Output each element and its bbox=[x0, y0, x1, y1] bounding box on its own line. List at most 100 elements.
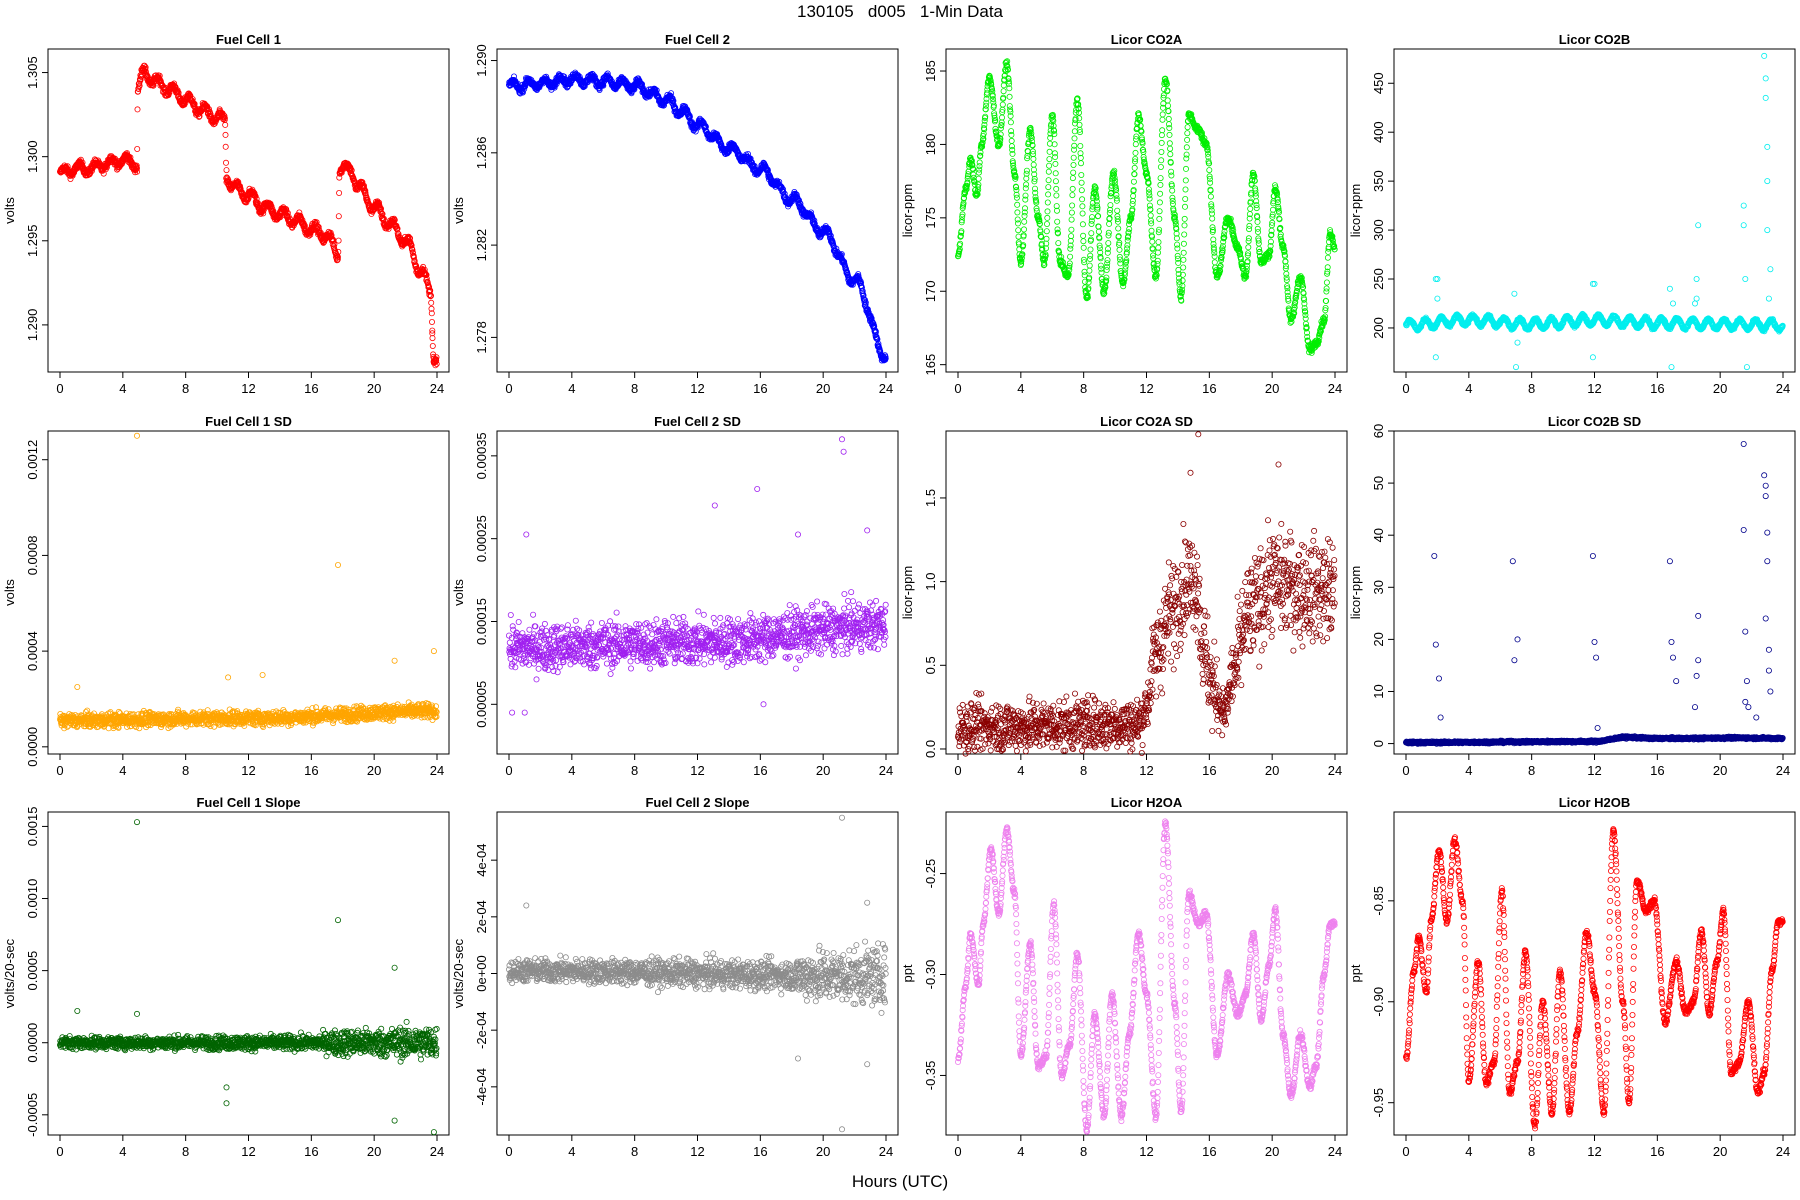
y-tick-label: 185 bbox=[923, 60, 938, 82]
data-point bbox=[1089, 214, 1096, 221]
data-point bbox=[1015, 220, 1022, 227]
x-tick-label: 0 bbox=[505, 381, 512, 396]
x-tick-label: 8 bbox=[182, 381, 189, 396]
y-tick-label: 1.278 bbox=[474, 321, 489, 354]
data-point bbox=[1157, 163, 1164, 170]
data-point bbox=[174, 89, 181, 96]
data-point bbox=[1080, 238, 1087, 245]
data-point bbox=[79, 159, 86, 166]
data-point bbox=[1131, 164, 1138, 171]
data-point bbox=[1077, 142, 1084, 149]
data-point bbox=[1246, 222, 1253, 229]
data-point bbox=[1159, 111, 1166, 118]
series-co2a bbox=[955, 58, 1338, 356]
data-point bbox=[1078, 187, 1085, 194]
data-point bbox=[1207, 179, 1214, 186]
data-point bbox=[1069, 185, 1076, 192]
data-point bbox=[429, 342, 436, 349]
x-tick-label: 4 bbox=[568, 381, 575, 396]
panel-title: Fuel Cell 2 bbox=[665, 32, 730, 47]
data-point bbox=[1052, 160, 1059, 167]
data-point bbox=[1206, 167, 1213, 174]
y-tick-label: 250 bbox=[1371, 268, 1386, 290]
data-point bbox=[1149, 238, 1156, 245]
data-point bbox=[175, 89, 182, 96]
series-fc2 bbox=[505, 69, 889, 364]
y-axis-label: licor-ppm bbox=[900, 184, 915, 237]
data-point bbox=[1154, 257, 1161, 264]
data-point bbox=[222, 131, 229, 138]
data-point bbox=[1182, 195, 1189, 202]
data-point bbox=[1086, 267, 1093, 274]
data-point bbox=[428, 318, 435, 325]
data-point bbox=[133, 165, 140, 172]
page-title: 130105 d005 1-Min Data bbox=[796, 2, 1004, 21]
data-point bbox=[1069, 192, 1076, 199]
data-point bbox=[1087, 252, 1094, 259]
y-tick-label: 400 bbox=[1371, 121, 1386, 143]
data-point bbox=[1324, 254, 1331, 261]
data-point bbox=[1184, 130, 1191, 137]
data-point bbox=[1126, 226, 1133, 233]
data-point bbox=[1180, 249, 1187, 256]
data-point bbox=[1080, 244, 1087, 251]
data-point bbox=[1043, 228, 1050, 235]
data-point bbox=[1044, 214, 1051, 221]
data-point bbox=[1255, 228, 1262, 235]
plot-frame bbox=[496, 48, 899, 373]
x-tick-label: 0 bbox=[954, 381, 961, 396]
x-tick-label: 12 bbox=[241, 381, 255, 396]
x-tick-label: 8 bbox=[631, 381, 638, 396]
plot-frame bbox=[47, 48, 450, 373]
x-tick-label: 8 bbox=[1080, 381, 1087, 396]
data-point bbox=[1124, 242, 1131, 249]
data-point bbox=[1180, 264, 1187, 271]
series-fc1 bbox=[57, 62, 440, 369]
data-point bbox=[1053, 185, 1060, 192]
data-point bbox=[1067, 253, 1074, 260]
x-tick-label: 24 bbox=[430, 381, 444, 396]
x-tick-label: 24 bbox=[1328, 381, 1342, 396]
x-tick-label: 24 bbox=[879, 381, 893, 396]
data-point bbox=[133, 162, 140, 169]
data-point bbox=[1054, 218, 1061, 225]
data-point bbox=[1155, 249, 1162, 256]
x-tick-label: 8 bbox=[1528, 381, 1535, 396]
data-point bbox=[1129, 197, 1136, 204]
data-point bbox=[1105, 245, 1112, 252]
data-point bbox=[1245, 244, 1252, 251]
data-point bbox=[1302, 315, 1309, 322]
data-point bbox=[1117, 260, 1124, 267]
data-point bbox=[1207, 193, 1214, 200]
data-point bbox=[1323, 297, 1330, 304]
data-point bbox=[1167, 151, 1174, 158]
data-point bbox=[1078, 171, 1085, 178]
data-point bbox=[142, 64, 149, 71]
data-point bbox=[1044, 220, 1051, 227]
data-point bbox=[1253, 205, 1260, 212]
data-point bbox=[1247, 205, 1254, 212]
data-point bbox=[1023, 181, 1030, 188]
data-point bbox=[1146, 195, 1153, 202]
data-point bbox=[1159, 116, 1166, 123]
panel-title: Licor CO2B bbox=[1559, 32, 1631, 47]
data-point bbox=[1071, 142, 1078, 149]
data-point bbox=[1021, 218, 1028, 225]
y-tick-label: 1.295 bbox=[25, 225, 40, 258]
y-tick-label: 170 bbox=[923, 280, 938, 302]
data-point bbox=[1055, 240, 1062, 247]
data-point bbox=[1052, 178, 1059, 185]
data-point bbox=[1068, 216, 1075, 223]
data-point bbox=[1071, 135, 1078, 142]
data-point bbox=[1087, 246, 1094, 253]
data-point bbox=[1045, 191, 1052, 198]
data-point bbox=[136, 80, 143, 87]
data-point bbox=[1183, 151, 1190, 158]
data-point bbox=[1015, 227, 1022, 234]
data-point bbox=[1000, 88, 1007, 95]
data-point bbox=[1323, 279, 1330, 286]
data-point bbox=[143, 71, 150, 78]
data-point bbox=[1045, 184, 1052, 191]
